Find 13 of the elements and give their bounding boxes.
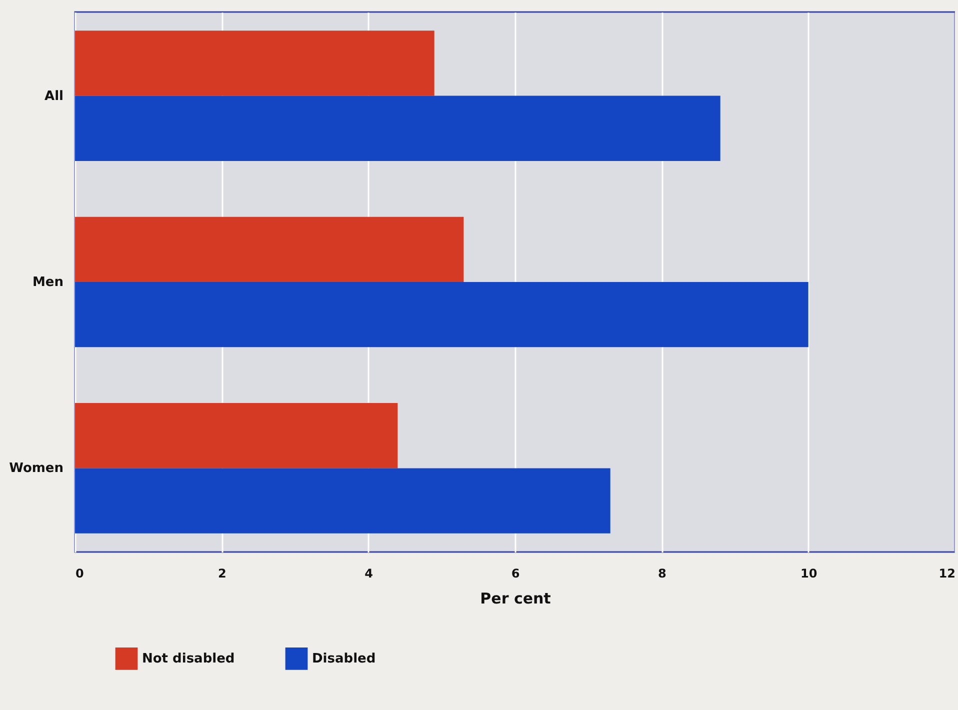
- x-axis-title: Per cent: [480, 590, 551, 608]
- x-tick-label: 0: [76, 566, 84, 580]
- y-tick-label: Men: [32, 275, 64, 290]
- x-tick-label: 8: [658, 566, 666, 580]
- x-tick-label: 10: [800, 566, 818, 580]
- x-tick-label: 2: [218, 566, 226, 580]
- legend-label: Disabled: [312, 652, 376, 667]
- legend-label: Not disabled: [142, 652, 235, 667]
- x-tick-label: 6: [511, 566, 520, 580]
- y-tick-label: All: [44, 88, 64, 104]
- y-tick-label: Women: [9, 461, 64, 476]
- x-tick-label: 4: [364, 566, 374, 580]
- x-tick-label: 12: [938, 566, 956, 580]
